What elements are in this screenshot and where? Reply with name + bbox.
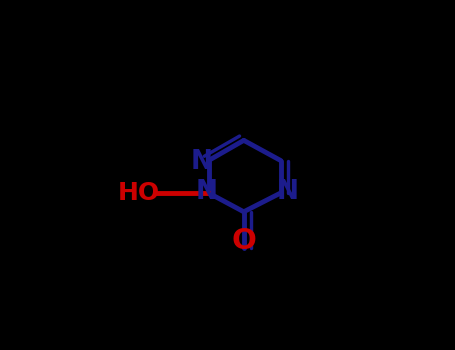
Text: HO: HO (118, 181, 160, 205)
Text: N: N (277, 178, 299, 204)
Text: N: N (196, 178, 218, 204)
Text: N: N (191, 149, 212, 175)
Text: O: O (231, 228, 256, 256)
